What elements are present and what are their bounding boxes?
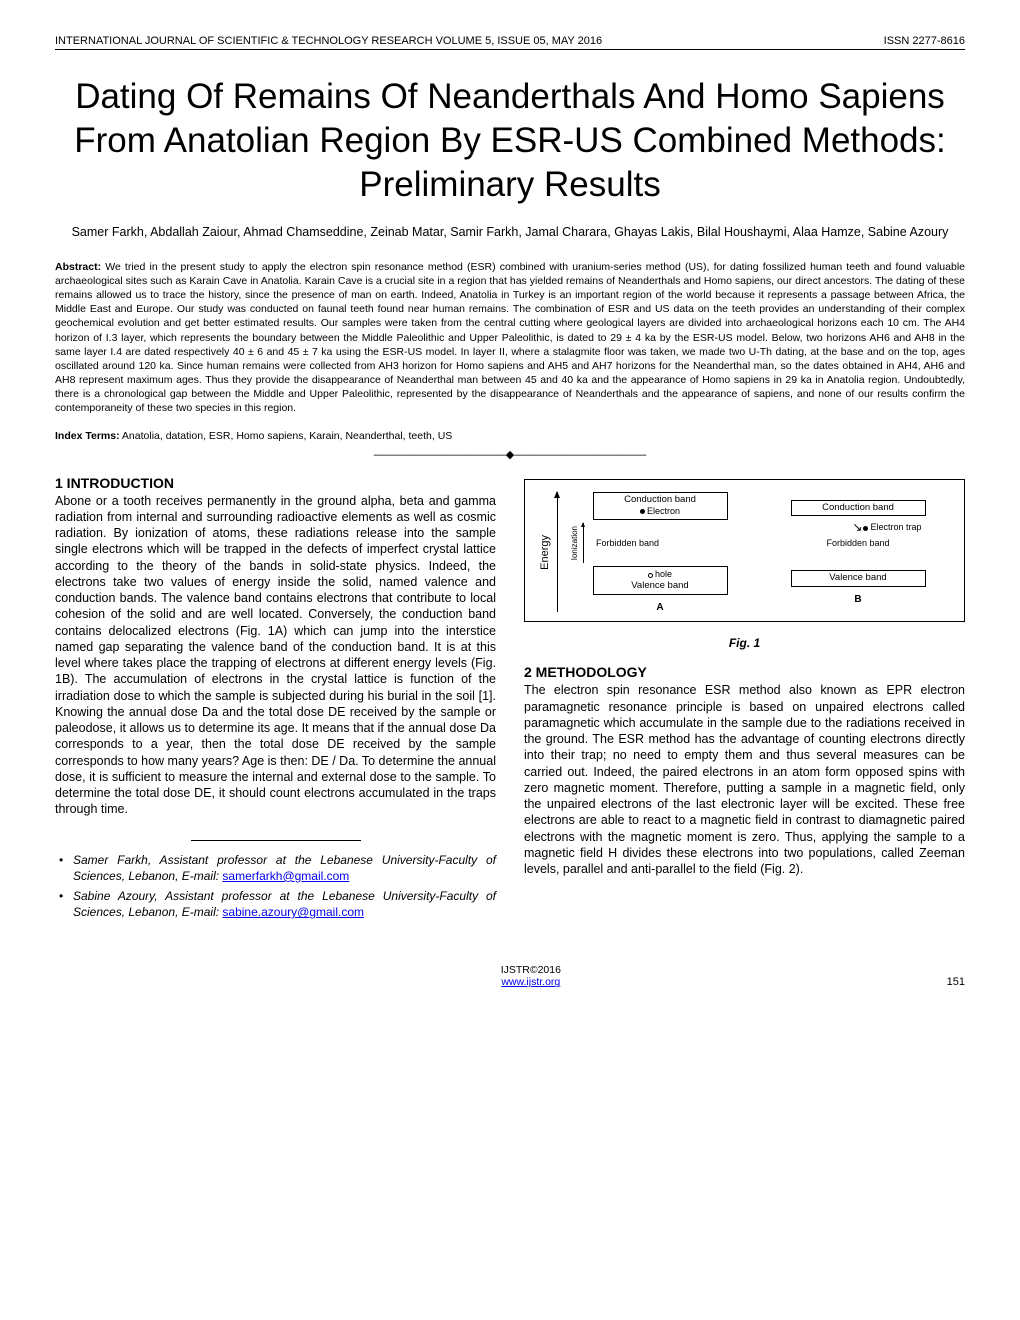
valence-band-a: hole Valence band	[593, 566, 728, 595]
energy-axis-label: Energy	[535, 535, 551, 570]
section-1-heading: 1 INTRODUCTION	[55, 475, 496, 491]
section-divider: ————————————◆————————————	[55, 448, 965, 461]
valence-band-b: Valence band	[791, 570, 926, 587]
author-info-item: Samer Farkh, Assistant professor at the …	[73, 852, 496, 884]
section-1-text: Abone or a tooth receives permanently in…	[55, 493, 496, 818]
ionization-label: Ionization	[570, 526, 579, 560]
conduction-band-b: Conduction band	[791, 500, 926, 517]
abstract-text: We tried in the present study to apply t…	[55, 261, 965, 415]
section-2-heading: 2 METHODOLOGY	[524, 664, 965, 680]
authors: Samer Farkh, Abdallah Zaiour, Ahmad Cham…	[55, 224, 965, 242]
author-info: Samer Farkh, Assistant professor at the …	[55, 852, 496, 921]
conduction-band-a: Conduction band Electron	[593, 492, 728, 521]
figure-1-caption: Fig. 1	[524, 636, 965, 650]
footer-url[interactable]: www.ijstr.org	[501, 976, 560, 988]
energy-arrow-icon	[557, 492, 558, 612]
right-column: Energy Conduction band Electron Ionizati…	[524, 475, 965, 925]
page-number: 151	[947, 976, 965, 988]
panel-a-label: A	[656, 602, 663, 613]
author-1-email[interactable]: samerfarkh@gmail.com	[222, 869, 349, 883]
section-2-text: The electron spin resonance ESR method a…	[524, 682, 965, 877]
author-info-item: Sabine Azoury, Assistant professor at th…	[73, 888, 496, 920]
figure-1: Energy Conduction band Electron Ionizati…	[524, 479, 965, 623]
columns: 1 INTRODUCTION Abone or a tooth receives…	[55, 475, 965, 925]
electron-trap-label: ↘Electron trap	[852, 519, 921, 533]
forbidden-band-b: Forbidden band	[826, 538, 889, 548]
panel-b-label: B	[854, 594, 861, 605]
journal-name: INTERNATIONAL JOURNAL OF SCIENTIFIC & TE…	[55, 35, 602, 47]
left-column: 1 INTRODUCTION Abone or a tooth receives…	[55, 475, 496, 925]
paper-title: Dating Of Remains Of Neanderthals And Ho…	[55, 75, 965, 206]
author-divider	[55, 830, 496, 844]
header-rule	[55, 49, 965, 50]
footer: IJSTR©2016 www.ijstr.org 151	[55, 964, 965, 988]
index-terms: Index Terms: Anatolia, datation, ESR, Ho…	[55, 430, 965, 442]
abstract-label: Abstract:	[55, 261, 101, 273]
copyright: IJSTR©2016	[115, 964, 947, 976]
index-terms-label: Index Terms:	[55, 430, 120, 442]
author-2-email[interactable]: sabine.azoury@gmail.com	[222, 905, 364, 919]
diagram-panel-a: Conduction band Electron Ionization Forb…	[564, 492, 756, 614]
issn: ISSN 2277-8616	[884, 35, 965, 47]
forbidden-band-a: Forbidden band	[596, 538, 659, 548]
abstract-block: Abstract: We tried in the present study …	[55, 260, 965, 416]
header-line: INTERNATIONAL JOURNAL OF SCIENTIFIC & TE…	[55, 35, 965, 47]
diagram-panel-b: Conduction band ↘Electron trap Forbidden…	[762, 500, 954, 606]
ionization-arrow-icon	[583, 523, 584, 563]
index-terms-text: Anatolia, datation, ESR, Homo sapiens, K…	[122, 430, 452, 442]
